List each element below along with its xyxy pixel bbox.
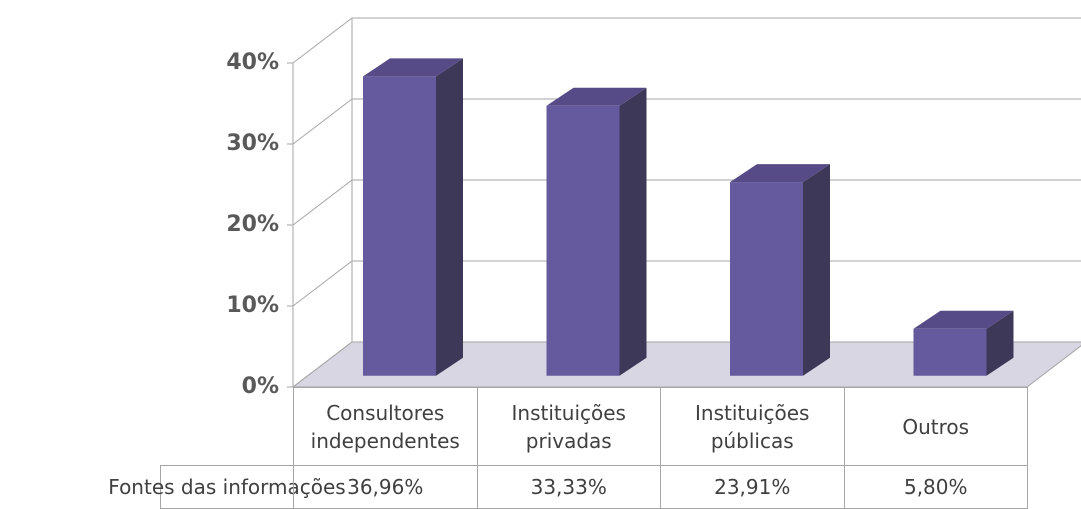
grid-line — [292, 17, 1081, 64]
bar-top — [730, 164, 830, 183]
y-tick-label: 40% — [226, 50, 279, 75]
bar-side — [803, 164, 830, 376]
value-label: 23,91% — [660, 465, 845, 509]
category-label: Instituições privadas — [476, 387, 661, 466]
grid-line — [292, 179, 1081, 226]
category-label: Outros — [843, 387, 1028, 466]
bar-top — [546, 87, 647, 106]
bar-top — [913, 310, 1014, 329]
bar-top — [363, 58, 463, 77]
y-tick-label: 20% — [226, 212, 279, 237]
grid-line — [292, 260, 1081, 307]
bar — [913, 310, 1014, 376]
category-label: Consultores independentes — [293, 387, 478, 466]
bar-front — [913, 328, 987, 376]
category-label: Instituições públicas — [660, 387, 845, 466]
value-label: 5,80% — [843, 465, 1028, 509]
bar-side — [986, 310, 1014, 376]
y-tick-label: 10% — [226, 293, 279, 318]
value-label: 33,33% — [476, 465, 661, 509]
y-tick-label: 0% — [242, 374, 279, 399]
grid-line — [292, 341, 1081, 388]
value-label: 36,96% — [293, 465, 478, 509]
bar-side — [619, 87, 647, 376]
series-label: Fontes das informações — [108, 465, 346, 509]
bar — [546, 87, 647, 376]
y-tick-label: 30% — [226, 131, 279, 156]
bar-front — [546, 105, 620, 376]
bar-side — [436, 58, 463, 376]
bar-front — [730, 182, 803, 376]
bar-front — [363, 76, 436, 376]
bar — [730, 164, 830, 376]
bar — [363, 58, 463, 376]
grid-line — [292, 98, 1081, 145]
